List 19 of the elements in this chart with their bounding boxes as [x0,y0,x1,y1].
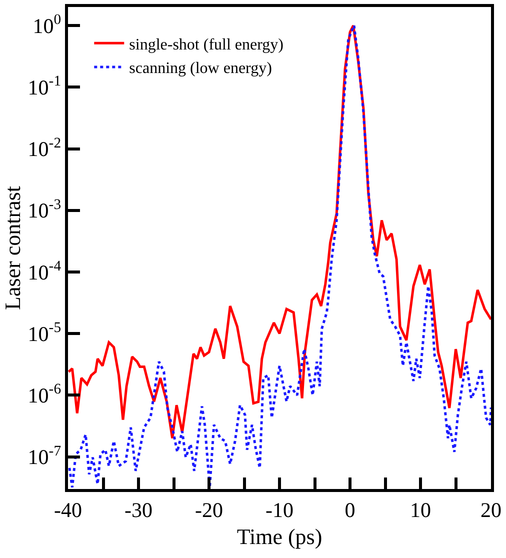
y-tick-label: 10$^{-1}$ [28,74,62,100]
x-tick-label: -30 [124,498,152,522]
y-tick-label: 10$^{-4}$ [28,258,62,284]
legend-label: single-shot (full energy) [129,36,284,54]
x-tick-label: -40 [54,498,82,522]
x-tick-label: -20 [195,498,223,522]
x-axis-title: Time (ps) [236,524,322,549]
y-tick-label: 10$^{0}$ [32,12,62,38]
y-tick-label: 10$^{-2}$ [28,135,62,162]
y-tick-label: 10$^{-7}$ [28,443,62,470]
y-tick-label: 10$^{-6}$ [28,382,62,408]
legend-label: scanning (low energy) [129,60,272,78]
y-tick-label: 10$^{-3}$ [28,196,62,223]
x-tick-label: 0 [344,498,356,522]
x-tick-label: 10 [410,498,431,522]
y-axis-title: Laser contrast [0,186,25,310]
x-tick-label: -10 [266,498,294,522]
x-tick-label: 20 [480,498,502,522]
y-tick-label: 10$^{-5}$ [28,320,62,346]
